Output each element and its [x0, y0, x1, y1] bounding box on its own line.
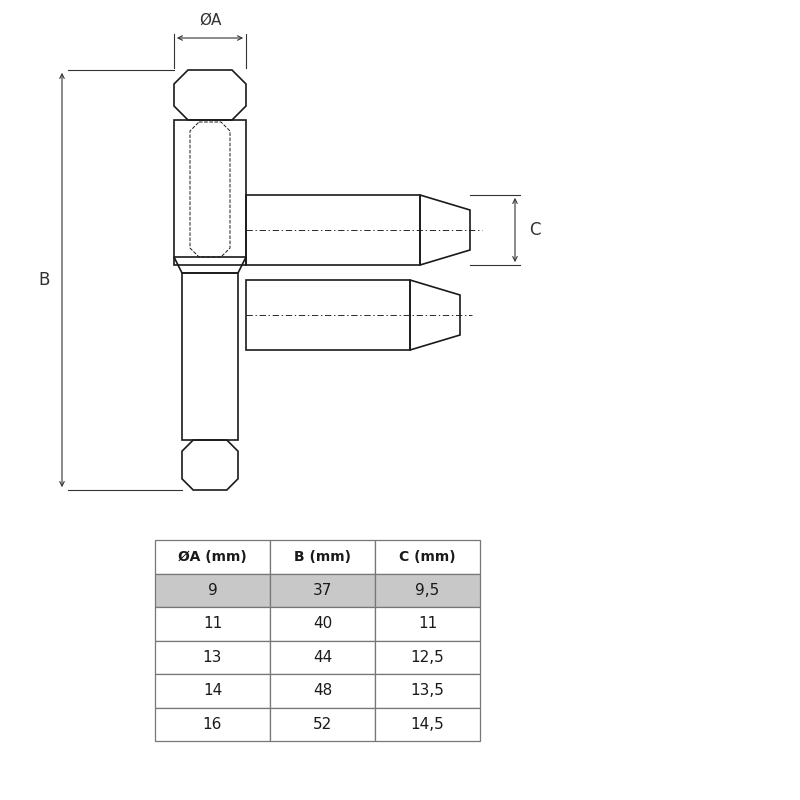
- Text: 48: 48: [313, 683, 332, 698]
- Bar: [155, 540, 270, 574]
- Text: ØA (mm): ØA (mm): [178, 550, 247, 564]
- Text: 13,5: 13,5: [410, 683, 445, 698]
- Text: 40: 40: [313, 616, 332, 631]
- Bar: [375, 540, 480, 574]
- Text: ØA: ØA: [199, 13, 221, 28]
- Bar: [270, 607, 375, 641]
- Text: 9,5: 9,5: [415, 582, 440, 598]
- Bar: [182, 273, 238, 440]
- Bar: [270, 540, 375, 574]
- Bar: [246, 195, 420, 265]
- Bar: [246, 280, 410, 350]
- Text: 12,5: 12,5: [410, 650, 444, 665]
- Bar: [270, 674, 375, 707]
- Text: 37: 37: [313, 582, 332, 598]
- Bar: [375, 674, 480, 707]
- Bar: [375, 607, 480, 641]
- Text: 11: 11: [418, 616, 437, 631]
- Bar: [375, 707, 480, 741]
- Text: B: B: [38, 271, 50, 289]
- Bar: [375, 641, 480, 674]
- Text: 14,5: 14,5: [410, 717, 444, 732]
- Bar: [174, 120, 246, 265]
- Text: 11: 11: [203, 616, 222, 631]
- Text: 14: 14: [203, 683, 222, 698]
- Text: B (mm): B (mm): [294, 550, 351, 564]
- Text: 13: 13: [203, 650, 222, 665]
- Bar: [155, 574, 270, 607]
- Text: 52: 52: [313, 717, 332, 732]
- Bar: [270, 574, 375, 607]
- Bar: [270, 707, 375, 741]
- Bar: [270, 641, 375, 674]
- Bar: [375, 574, 480, 607]
- Bar: [155, 641, 270, 674]
- Bar: [155, 674, 270, 707]
- Text: C (mm): C (mm): [399, 550, 456, 564]
- Text: 44: 44: [313, 650, 332, 665]
- Text: C: C: [530, 221, 541, 239]
- Bar: [155, 707, 270, 741]
- Text: 16: 16: [203, 717, 222, 732]
- Text: 9: 9: [208, 582, 218, 598]
- Bar: [155, 607, 270, 641]
